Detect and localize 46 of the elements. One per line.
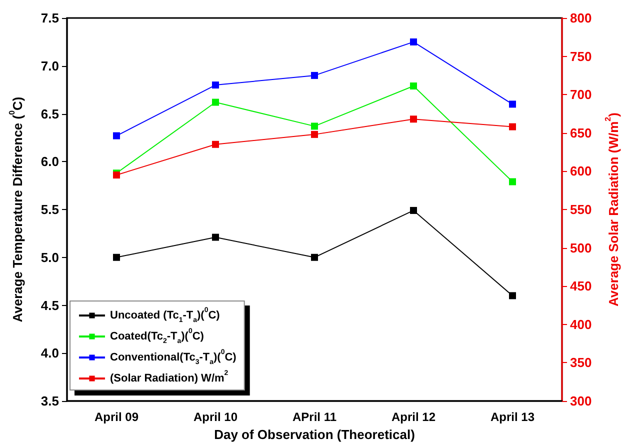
y-tick-label: 6.0	[40, 154, 59, 170]
y-tick-label: 4.0	[40, 346, 59, 361]
x-tick-label: April 10	[193, 410, 238, 424]
x-tick-label: April 09	[94, 410, 139, 424]
x-tick-label: April 13	[490, 410, 535, 424]
point	[212, 140, 219, 148]
y2-tick-label: 550	[570, 202, 592, 217]
y-tick-label: 6.5	[40, 106, 59, 122]
y-tick-label: 7.5	[40, 10, 59, 26]
point	[311, 72, 318, 79]
x-axis-title: Day of Observation (Theoretical)	[214, 427, 415, 442]
y-tick-label: 7.0	[40, 58, 59, 74]
point	[311, 254, 318, 261]
y2-tick-label: 500	[570, 240, 592, 256]
y2-tick-label: 750	[570, 48, 592, 64]
y2-tick-label: 600	[570, 164, 592, 179]
y2-tick-label: 300	[570, 394, 592, 408]
point	[113, 132, 120, 140]
point	[410, 206, 417, 214]
point	[113, 254, 120, 261]
point	[212, 234, 219, 241]
y-tick-label: 5.5	[40, 202, 59, 217]
y2-tick-label: 350	[570, 355, 592, 370]
point	[410, 82, 417, 90]
point	[509, 123, 516, 130]
y-tick-label: 4.5	[40, 298, 59, 313]
point	[212, 98, 219, 106]
y-tick-label: 3.5	[40, 394, 59, 408]
point	[311, 130, 318, 138]
point	[212, 82, 219, 89]
y2-tick-label: 800	[570, 10, 592, 26]
x-tick-label: APril 11	[292, 410, 337, 424]
y-tick-label: 5.0	[40, 250, 59, 265]
y2-tick-label: 450	[570, 278, 592, 294]
point	[509, 292, 516, 300]
y2-tick-label: 700	[570, 87, 592, 102]
point	[410, 38, 417, 46]
point	[509, 100, 516, 108]
point	[311, 122, 318, 130]
point	[509, 178, 516, 186]
y2-tick-label: 400	[570, 316, 592, 332]
y-axis-title: Average Temperature Difference (0C)	[8, 96, 25, 322]
x-tick-label: April 12	[391, 410, 436, 424]
y2-axis-title: Average Solar Radiation (W/m2)	[604, 112, 621, 306]
y2-tick-label: 650	[570, 125, 592, 140]
point	[410, 116, 417, 123]
